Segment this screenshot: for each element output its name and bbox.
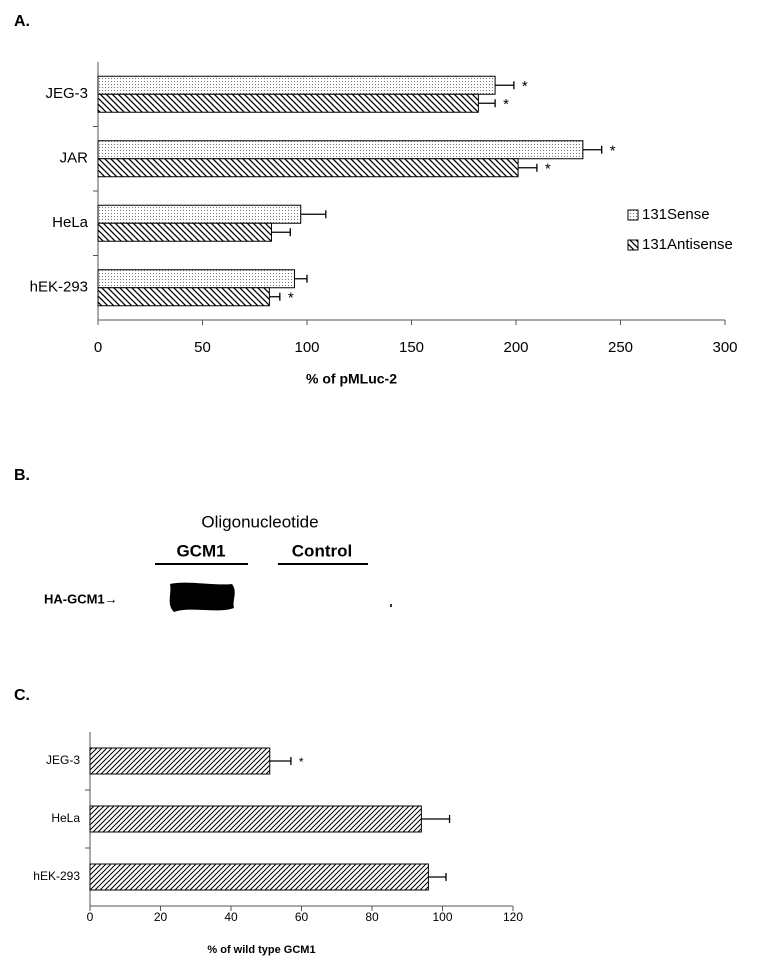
x-tick-label: 20 — [154, 910, 168, 924]
bar — [97, 140, 584, 160]
blot-title: Oligonucleotide — [201, 512, 318, 531]
x-tick-label: 60 — [295, 910, 309, 924]
significance-marker: * — [288, 290, 294, 307]
legend-swatch — [627, 239, 639, 251]
y-tick-label: JEG-3 — [46, 753, 80, 767]
significance-marker: * — [299, 755, 304, 769]
x-axis-label: % of wild type GCM1 — [207, 944, 315, 956]
x-tick-label: 150 — [399, 339, 424, 356]
blot-band — [169, 582, 235, 612]
error-bar — [428, 873, 447, 881]
significance-marker: * — [522, 78, 528, 95]
x-tick-label: 300 — [712, 339, 737, 356]
bar — [97, 158, 519, 178]
band-label: HA-GCM1→ — [44, 591, 118, 606]
x-tick-label: 100 — [294, 339, 319, 356]
y-tick-label: hEK-293 — [30, 279, 88, 296]
x-tick-label: 200 — [503, 339, 528, 356]
x-tick-label: 0 — [94, 339, 102, 356]
panel-label: C. — [14, 687, 30, 704]
panel-label: A. — [14, 13, 30, 30]
bar — [97, 93, 479, 113]
legend-label: 131Sense — [642, 206, 710, 223]
legend-label: 131Antisense — [642, 236, 733, 253]
y-tick-label: JAR — [60, 150, 89, 167]
x-tick-label: 250 — [608, 339, 633, 356]
x-axis-label: % of pMLuc-2 — [306, 371, 397, 387]
x-tick-label: 50 — [194, 339, 211, 356]
error-bar — [269, 292, 281, 301]
error-bar — [271, 228, 291, 237]
y-tick-label: HeLa — [52, 214, 89, 231]
error-bar — [495, 81, 515, 90]
panel-label: B. — [14, 467, 30, 484]
bar — [97, 204, 302, 224]
y-tick-label: HeLa — [51, 811, 80, 825]
error-bar — [269, 757, 292, 765]
bar — [89, 747, 271, 775]
x-tick-label: 100 — [432, 910, 452, 924]
error-bar — [582, 145, 603, 154]
y-tick-label: JEG-3 — [45, 85, 88, 102]
x-tick-label: 80 — [365, 910, 379, 924]
significance-marker: * — [503, 96, 509, 113]
bar — [97, 269, 295, 289]
significance-marker: * — [545, 161, 551, 178]
error-bar — [300, 210, 327, 219]
bar — [97, 287, 270, 307]
lane-label: GCM1 — [176, 541, 225, 560]
significance-marker: * — [610, 143, 616, 160]
bar — [97, 222, 272, 242]
bar — [97, 75, 496, 95]
error-bar — [478, 99, 496, 108]
x-tick-label: 0 — [87, 910, 94, 924]
bar — [89, 805, 422, 833]
error-bar — [421, 815, 451, 823]
bar — [89, 863, 429, 891]
legend-swatch — [627, 209, 639, 221]
blot: Oligonucleotide GCM1 Control HA-GCM1→ — [44, 512, 392, 612]
x-tick-label: 40 — [224, 910, 238, 924]
x-tick-label: 120 — [503, 910, 523, 924]
y-tick-label: hEK-293 — [33, 869, 80, 883]
blot-speck — [390, 604, 392, 607]
lane-label: Control — [292, 541, 352, 560]
error-bar — [294, 274, 308, 283]
error-bar — [518, 163, 538, 172]
